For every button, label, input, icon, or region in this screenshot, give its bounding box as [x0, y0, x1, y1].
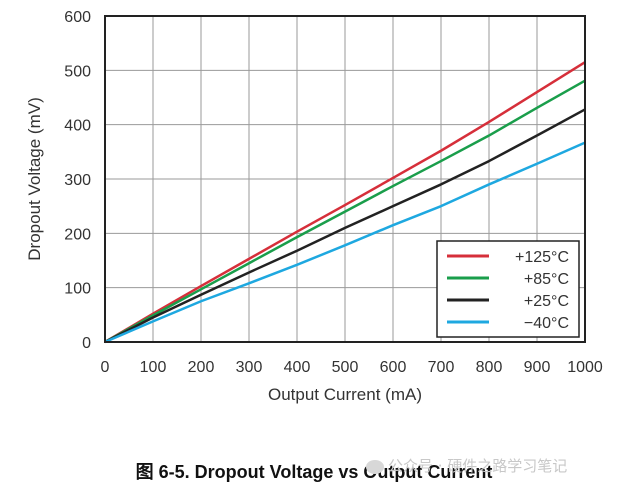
y-tick-label: 300	[64, 172, 91, 189]
y-tick-label: 600	[64, 9, 91, 26]
legend-label: +85°C	[524, 271, 569, 288]
series-line	[104, 61, 586, 344]
x-tick-label: 800	[476, 359, 503, 376]
legend-label: −40°C	[524, 315, 569, 332]
x-tick-label: 200	[188, 359, 215, 376]
x-tick-label: 100	[140, 359, 167, 376]
series-line	[104, 141, 586, 344]
x-tick-labels: 0 100 200 300 400 500 600 700 800 900 1000	[101, 359, 603, 376]
y-tick-label: 400	[64, 118, 91, 135]
y-tick-label: 100	[64, 281, 91, 298]
x-tick-label: 500	[332, 359, 359, 376]
x-tick-label: 900	[524, 359, 551, 376]
x-tick-label: 1000	[567, 359, 603, 376]
series-lines	[104, 61, 586, 344]
y-axis-title: Dropout Voltage (mV)	[25, 97, 44, 260]
y-tick-labels: 0 100 200 300 400 500 600	[64, 9, 91, 352]
x-tick-label: 700	[428, 359, 455, 376]
dropout-chart: 0 100 200 300 400 500 600 0 100 200 300 400 500 600 7…	[25, 9, 603, 404]
series-line	[104, 108, 586, 344]
plot-frame	[104, 15, 586, 343]
y-tick-label: 200	[64, 226, 91, 243]
legend-label: +125°C	[515, 249, 569, 266]
legend: +125°C +85°C +25°C −40°C	[436, 240, 580, 338]
y-tick-label: 0	[82, 335, 91, 352]
x-tick-label: 400	[284, 359, 311, 376]
x-axis-title: Output Current (mA)	[268, 385, 422, 404]
watermark: 公众号 · 硬件之路学习笔记	[366, 455, 567, 476]
series-line	[104, 79, 586, 344]
legend-label: +25°C	[524, 293, 569, 310]
x-tick-label: 0	[101, 359, 110, 376]
x-tick-label: 300	[236, 359, 263, 376]
figure-caption: 图 6-5. Dropout Voltage vs Output Current	[135, 462, 493, 482]
y-tick-label: 500	[64, 63, 91, 80]
watermark-text: 公众号 · 硬件之路学习笔记	[388, 457, 568, 475]
x-tick-label: 600	[380, 359, 407, 376]
wechat-icon	[366, 459, 384, 474]
